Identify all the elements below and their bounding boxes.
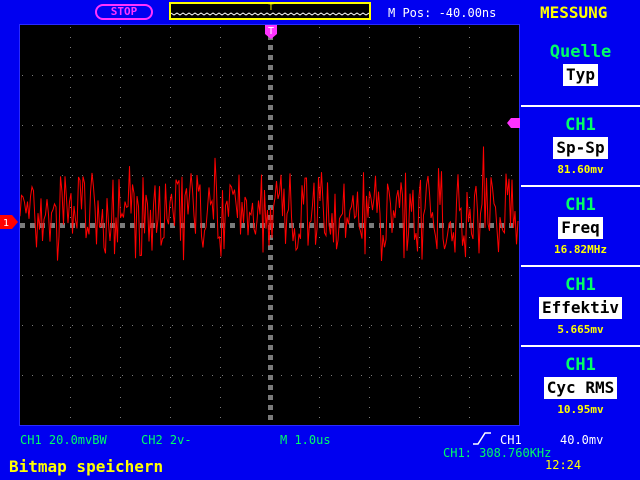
- measure-3-channel: CH1: [565, 275, 596, 295]
- measure-1-value: 81.60mv: [557, 163, 604, 176]
- measure-2-channel: CH1: [565, 195, 596, 215]
- run-stop-status: STOP: [95, 4, 153, 20]
- frequency-counter-readout: CH1: 308.760KHz: [443, 446, 552, 460]
- memory-trigger-marker: T: [268, 4, 274, 13]
- status-message: Bitmap speichern: [9, 457, 164, 476]
- menu-measure-1-button[interactable]: CH1 Sp-Sp 81.60mv: [521, 105, 640, 185]
- measure-3-value: 5.665mv: [557, 323, 604, 336]
- menu-title: MESSUNG: [540, 3, 608, 22]
- measure-4-channel: CH1: [565, 355, 596, 375]
- graticule-grid: [20, 25, 514, 420]
- measure-3-type: Effektiv: [538, 297, 623, 319]
- trigger-level-marker: [507, 118, 520, 128]
- menu-measure-2-button[interactable]: CH1 Freq 16.82MHz: [521, 185, 640, 265]
- menu-measure-3-button[interactable]: CH1 Effektiv 5.665mv: [521, 265, 640, 345]
- svg-text:T: T: [268, 26, 274, 37]
- trigger-position-marker: T: [265, 25, 277, 39]
- trigger-source-readout: CH1: [500, 433, 522, 447]
- ch2-scale-readout: CH2 2v-: [141, 433, 192, 447]
- measure-1-channel: CH1: [565, 115, 596, 135]
- measure-menu-panel: Quelle Typ CH1 Sp-Sp 81.60mv CH1 Freq 16…: [521, 24, 640, 428]
- ch1-scale-readout: CH1 20.0mvBW: [20, 433, 107, 447]
- memory-position-bar: T: [169, 2, 371, 20]
- svg-text:1: 1: [3, 218, 9, 229]
- menu-measure-4-button[interactable]: CH1 Cyc RMS 10.95mv: [521, 345, 640, 425]
- menu-source-button[interactable]: Quelle Typ: [521, 24, 640, 106]
- measure-4-type: Cyc RMS: [543, 377, 618, 399]
- clock-readout: 12:24: [545, 458, 582, 472]
- source-type-box: Typ: [563, 64, 598, 86]
- horizontal-position-readout: M Pos: -40.00ns: [388, 6, 497, 20]
- measure-4-value: 10.95mv: [557, 403, 604, 416]
- trigger-level-readout: 40.0mv: [560, 433, 604, 447]
- ch1-ground-marker: 1: [0, 215, 18, 229]
- measure-2-type: Freq: [558, 217, 603, 239]
- measure-2-value: 16.82MHz: [554, 243, 607, 256]
- rising-edge-icon: [473, 432, 491, 445]
- source-label: Quelle: [549, 42, 612, 62]
- measure-1-type: Sp-Sp: [553, 137, 608, 159]
- waveform-display: [19, 24, 520, 426]
- ch1-waveform-trace: [20, 146, 519, 262]
- timebase-readout: M 1.0us: [280, 433, 331, 447]
